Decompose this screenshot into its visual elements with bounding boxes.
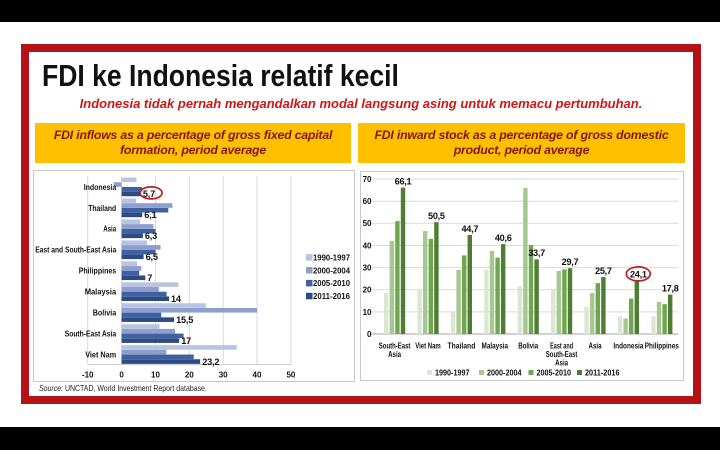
svg-text:Viet Nam: Viet Nam	[415, 342, 441, 351]
svg-text:6,5: 6,5	[146, 252, 158, 262]
svg-text:30: 30	[219, 371, 228, 380]
svg-text:33,7: 33,7	[528, 248, 545, 258]
svg-text:Malaysia: Malaysia	[85, 288, 117, 297]
svg-text:0: 0	[367, 330, 372, 339]
svg-text:5,7: 5,7	[143, 189, 155, 199]
svg-text:1990-1997: 1990-1997	[435, 368, 470, 377]
svg-text:7: 7	[147, 273, 152, 283]
svg-text:East and South-East Asia: East and South-East Asia	[35, 246, 116, 255]
svg-text:6,3: 6,3	[145, 231, 157, 241]
svg-text:0: 0	[119, 371, 124, 380]
svg-text:60: 60	[363, 197, 372, 206]
svg-text:Malaysia: Malaysia	[482, 342, 509, 351]
svg-text:South-East Asia: South-East Asia	[65, 329, 117, 338]
svg-text:40: 40	[363, 241, 372, 250]
svg-text:70: 70	[363, 175, 372, 184]
svg-text:24,1: 24,1	[630, 269, 647, 279]
svg-text:2005-2010: 2005-2010	[313, 279, 351, 288]
svg-text:South-East: South-East	[546, 350, 578, 359]
svg-text:50: 50	[286, 371, 295, 380]
svg-text:25,7: 25,7	[595, 266, 612, 276]
svg-text:Asia: Asia	[388, 350, 402, 359]
svg-text:29,7: 29,7	[562, 257, 579, 267]
svg-text:30: 30	[363, 264, 372, 273]
svg-text:2011-2016: 2011-2016	[585, 368, 620, 377]
svg-text:15,5: 15,5	[176, 315, 193, 325]
svg-text:Thailand: Thailand	[88, 204, 116, 213]
svg-text:44,7: 44,7	[461, 224, 478, 234]
svg-text:23,2: 23,2	[202, 357, 219, 367]
svg-text:10: 10	[151, 371, 160, 380]
svg-text:2005-2010: 2005-2010	[537, 368, 572, 377]
svg-text:6,1: 6,1	[144, 210, 156, 220]
svg-text:2000-2004: 2000-2004	[313, 266, 351, 275]
svg-text:1990-1997: 1990-1997	[313, 253, 351, 262]
svg-text:South-East: South-East	[379, 342, 411, 351]
svg-text:-10: -10	[82, 371, 94, 380]
svg-text:Indonesia: Indonesia	[84, 183, 117, 192]
svg-text:Viet Nam: Viet Nam	[85, 350, 116, 359]
svg-text:40,6: 40,6	[495, 233, 512, 243]
svg-text:2000-2004: 2000-2004	[487, 368, 522, 377]
svg-text:66,1: 66,1	[395, 177, 412, 187]
svg-text:20: 20	[363, 286, 372, 295]
svg-text:Thailand: Thailand	[447, 342, 475, 351]
svg-text:14: 14	[171, 294, 182, 304]
svg-text:Indonesia: Indonesia	[613, 342, 644, 351]
svg-text:Philippines: Philippines	[79, 267, 117, 276]
svg-text:17: 17	[181, 336, 191, 346]
svg-text:Asia: Asia	[103, 225, 116, 234]
svg-text:20: 20	[185, 371, 194, 380]
svg-text:10: 10	[363, 308, 372, 317]
svg-text:Asia: Asia	[589, 342, 603, 351]
svg-text:40: 40	[253, 371, 262, 380]
svg-text:2011-2016: 2011-2016	[313, 292, 351, 301]
svg-text:Bolivia: Bolivia	[93, 309, 117, 318]
svg-text:Asia: Asia	[555, 359, 569, 368]
svg-text:17,8: 17,8	[662, 283, 679, 293]
svg-text:East and: East and	[550, 342, 573, 351]
svg-text:50,5: 50,5	[428, 211, 445, 221]
svg-text:Philippines: Philippines	[645, 342, 680, 351]
svg-text:50: 50	[363, 219, 372, 228]
svg-text:Bolivia: Bolivia	[518, 342, 539, 351]
